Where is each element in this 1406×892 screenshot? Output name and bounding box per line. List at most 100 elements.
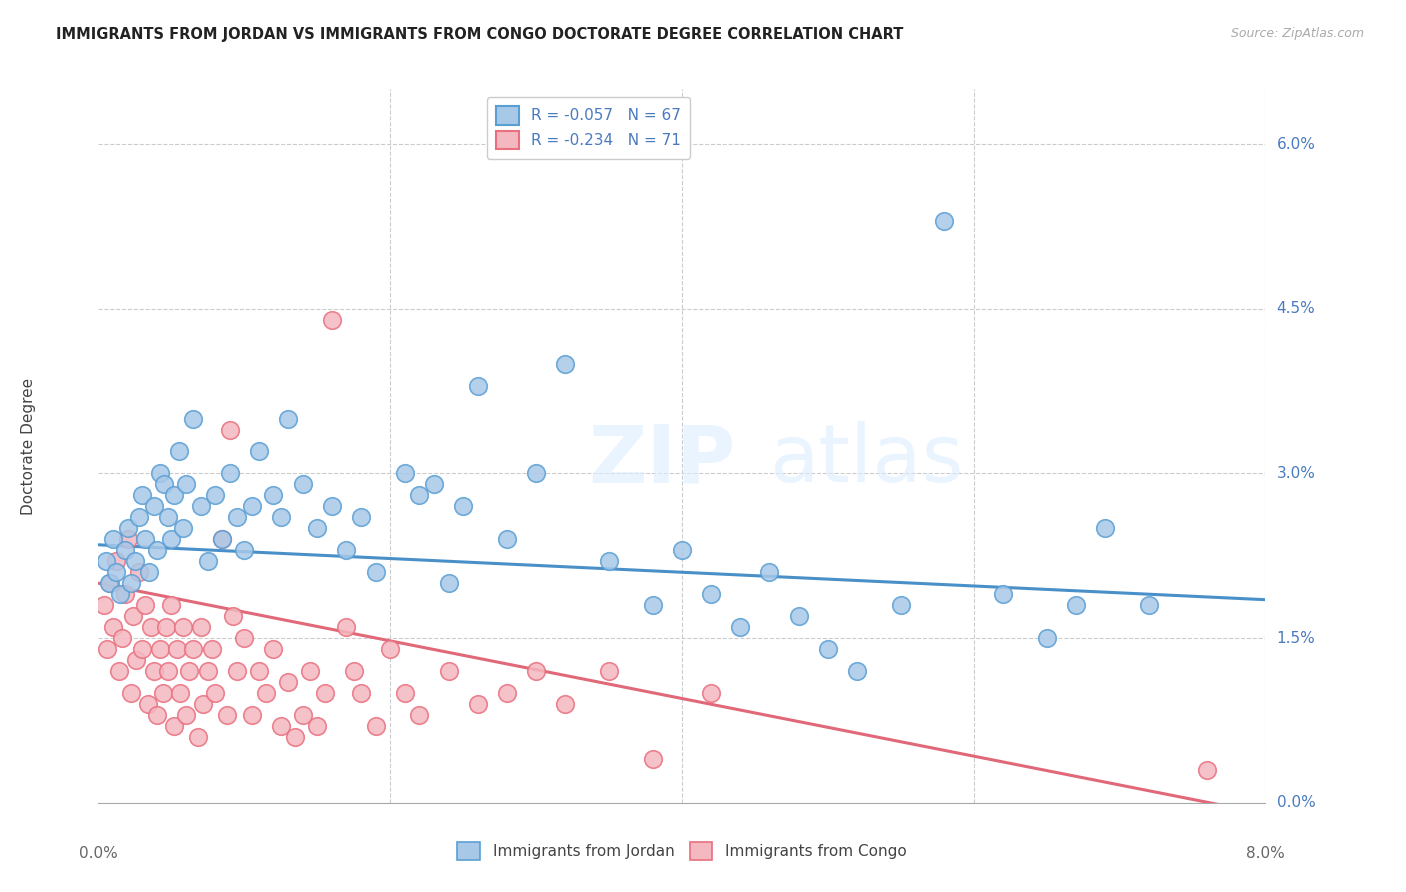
Point xyxy=(181,411,204,425)
Point xyxy=(845,664,868,678)
Legend: R = -0.057   N = 67, R = -0.234   N = 71: R = -0.057 N = 67, R = -0.234 N = 71 xyxy=(486,97,690,159)
Point xyxy=(1137,598,1160,612)
Point xyxy=(262,488,284,502)
Point xyxy=(120,686,142,700)
Point xyxy=(218,423,240,437)
Point xyxy=(262,642,284,657)
Point xyxy=(277,675,299,690)
Point xyxy=(291,708,314,723)
Point xyxy=(890,598,912,612)
Point xyxy=(298,664,321,678)
Point xyxy=(437,664,460,678)
Point xyxy=(437,576,460,591)
Text: 8.0%: 8.0% xyxy=(1246,846,1285,861)
Point xyxy=(364,719,387,733)
Point xyxy=(131,642,153,657)
Point xyxy=(226,664,249,678)
Text: ZIP: ZIP xyxy=(589,421,735,500)
Point xyxy=(152,686,174,700)
Point xyxy=(758,566,780,580)
Point xyxy=(193,697,215,711)
Text: 0.0%: 0.0% xyxy=(1277,796,1315,810)
Point xyxy=(138,566,160,580)
Point xyxy=(155,620,177,634)
Point xyxy=(247,444,270,458)
Point xyxy=(240,500,263,514)
Point xyxy=(181,642,204,657)
Point xyxy=(524,664,547,678)
Point xyxy=(350,510,373,524)
Point xyxy=(211,533,233,547)
Point xyxy=(335,543,357,558)
Point xyxy=(240,708,263,723)
Point xyxy=(321,312,343,326)
Point xyxy=(111,631,134,645)
Point xyxy=(991,587,1014,601)
Text: Source: ZipAtlas.com: Source: ZipAtlas.com xyxy=(1230,27,1364,40)
Point xyxy=(254,686,277,700)
Point xyxy=(598,664,620,678)
Point xyxy=(157,664,180,678)
Point xyxy=(270,719,292,733)
Point xyxy=(451,500,474,514)
Point xyxy=(167,444,190,458)
Point xyxy=(149,467,172,481)
Text: IMMIGRANTS FROM JORDAN VS IMMIGRANTS FROM CONGO DOCTORATE DEGREE CORRELATION CHA: IMMIGRANTS FROM JORDAN VS IMMIGRANTS FRO… xyxy=(56,27,904,42)
Point xyxy=(700,686,723,700)
Point xyxy=(291,477,314,491)
Point xyxy=(394,686,416,700)
Point xyxy=(221,609,243,624)
Point xyxy=(174,708,197,723)
Point xyxy=(187,730,209,744)
Point xyxy=(197,554,219,568)
Point xyxy=(117,533,139,547)
Point xyxy=(343,664,366,678)
Point xyxy=(423,477,446,491)
Point xyxy=(215,708,238,723)
Point xyxy=(641,598,664,612)
Point xyxy=(1094,521,1116,535)
Point xyxy=(136,697,159,711)
Point xyxy=(204,488,226,502)
Point xyxy=(495,686,517,700)
Point xyxy=(128,510,150,524)
Point xyxy=(730,620,752,634)
Point xyxy=(307,521,329,535)
Text: 3.0%: 3.0% xyxy=(1277,466,1316,481)
Point xyxy=(94,554,117,568)
Point xyxy=(97,576,120,591)
Point xyxy=(226,510,249,524)
Point xyxy=(134,598,156,612)
Point xyxy=(524,467,547,481)
Point xyxy=(128,566,150,580)
Point xyxy=(125,653,148,667)
Point xyxy=(233,543,256,558)
Point xyxy=(233,631,256,645)
Point xyxy=(787,609,810,624)
Text: atlas: atlas xyxy=(769,421,963,500)
Point xyxy=(149,642,172,657)
Point xyxy=(153,477,176,491)
Point xyxy=(120,576,142,591)
Point xyxy=(307,719,329,733)
Point xyxy=(284,730,307,744)
Point xyxy=(598,554,620,568)
Point xyxy=(671,543,693,558)
Point xyxy=(218,467,240,481)
Point xyxy=(408,708,430,723)
Point xyxy=(467,378,489,392)
Point xyxy=(146,543,169,558)
Point xyxy=(124,554,146,568)
Text: 1.5%: 1.5% xyxy=(1277,631,1315,646)
Point xyxy=(110,587,132,601)
Point xyxy=(169,686,191,700)
Point xyxy=(190,500,212,514)
Point xyxy=(934,214,956,228)
Point xyxy=(204,686,226,700)
Point xyxy=(160,598,183,612)
Point xyxy=(201,642,224,657)
Point xyxy=(160,533,183,547)
Point xyxy=(139,620,162,634)
Point xyxy=(163,488,186,502)
Point xyxy=(277,411,299,425)
